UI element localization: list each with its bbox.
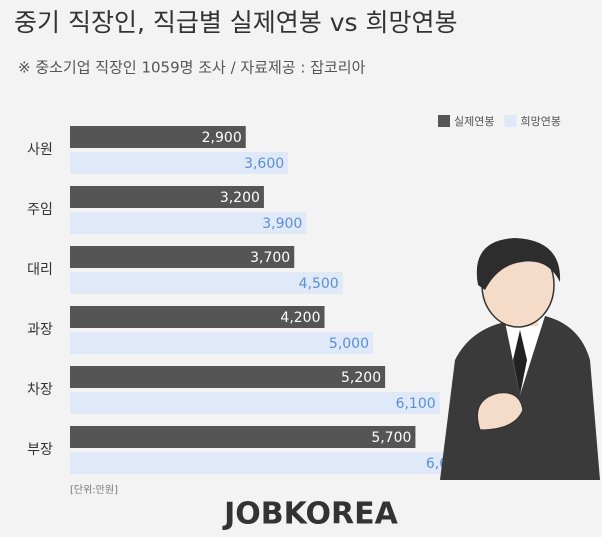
bar bbox=[70, 186, 264, 208]
value-label: 5,200 bbox=[341, 370, 381, 386]
footer-logo: JOBKOREA bbox=[222, 497, 399, 532]
bar bbox=[70, 126, 246, 148]
category-label: 과장 bbox=[27, 322, 53, 338]
value-label: 5,000 bbox=[329, 336, 369, 352]
illustration bbox=[440, 238, 600, 480]
legend-swatch bbox=[504, 115, 517, 127]
value-label: 3,200 bbox=[220, 190, 260, 206]
bar bbox=[70, 212, 307, 234]
category-label: 주임 bbox=[27, 202, 53, 218]
category-label: 사원 bbox=[27, 142, 53, 158]
legend-label: 실제연봉 bbox=[454, 115, 494, 128]
category-label: 대리 bbox=[27, 262, 53, 278]
legend-label: 희망연봉 bbox=[520, 115, 560, 128]
bar bbox=[70, 366, 386, 388]
bar bbox=[70, 392, 440, 414]
category-label: 부장 bbox=[27, 442, 53, 458]
value-label: 3,700 bbox=[250, 250, 290, 266]
bar bbox=[70, 246, 295, 268]
bar bbox=[70, 152, 289, 174]
value-label: 4,200 bbox=[280, 310, 320, 326]
category-label: 차장 bbox=[27, 382, 53, 398]
bar bbox=[70, 306, 325, 328]
value-label: 5,700 bbox=[371, 430, 411, 446]
bar bbox=[70, 426, 416, 448]
value-label: 4,500 bbox=[299, 276, 339, 292]
bar bbox=[70, 452, 470, 474]
value-label: 6,100 bbox=[396, 396, 436, 412]
unit-note: [단위:만원] bbox=[70, 483, 118, 496]
value-label: 2,900 bbox=[202, 130, 242, 146]
bar bbox=[70, 272, 343, 294]
chart-subtitle: ※ 중소기업 직장인 1059명 조사 / 자료제공 : 잡코리아 bbox=[18, 59, 366, 77]
chart-title: 중기 직장인, 직급별 실제연봉 vs 희망연봉 bbox=[14, 8, 458, 37]
value-label: 3,600 bbox=[244, 156, 284, 172]
bar bbox=[70, 332, 373, 354]
value-label: 3,900 bbox=[262, 216, 302, 232]
legend-swatch bbox=[438, 115, 450, 127]
